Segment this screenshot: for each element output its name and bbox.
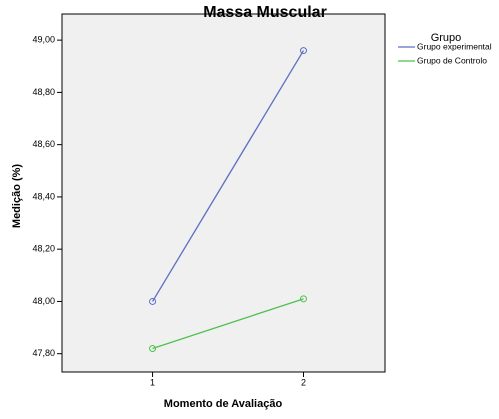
y-tick-label: 49,00: [32, 35, 55, 45]
x-tick-label: 1: [150, 377, 155, 387]
y-tick-label: 48,80: [32, 87, 55, 97]
chart-title: Massa Muscular: [203, 4, 327, 21]
y-tick-label: 48,40: [32, 191, 55, 201]
series-line: [152, 298, 304, 350]
series-line: [152, 50, 305, 302]
y-tick-label: 48,20: [32, 244, 55, 254]
y-axis-label: Medição (%): [11, 164, 23, 229]
y-tick-label: 48,60: [32, 139, 55, 149]
data-point: [149, 297, 157, 305]
legend-label: Grupo experimental: [417, 41, 492, 51]
y-tick-label: 47,80: [32, 348, 55, 358]
y-tick-label: 48,00: [32, 296, 55, 306]
data-point: [299, 47, 307, 55]
x-axis-label: Momento de Avaliação: [164, 398, 283, 410]
legend-title: Grupo: [431, 32, 462, 44]
data-point: [149, 344, 157, 352]
x-tick-label: 2: [301, 377, 306, 387]
data-point: [299, 295, 307, 303]
legend-label: Grupo de Controlo: [417, 55, 487, 65]
plot-area: [61, 13, 386, 373]
